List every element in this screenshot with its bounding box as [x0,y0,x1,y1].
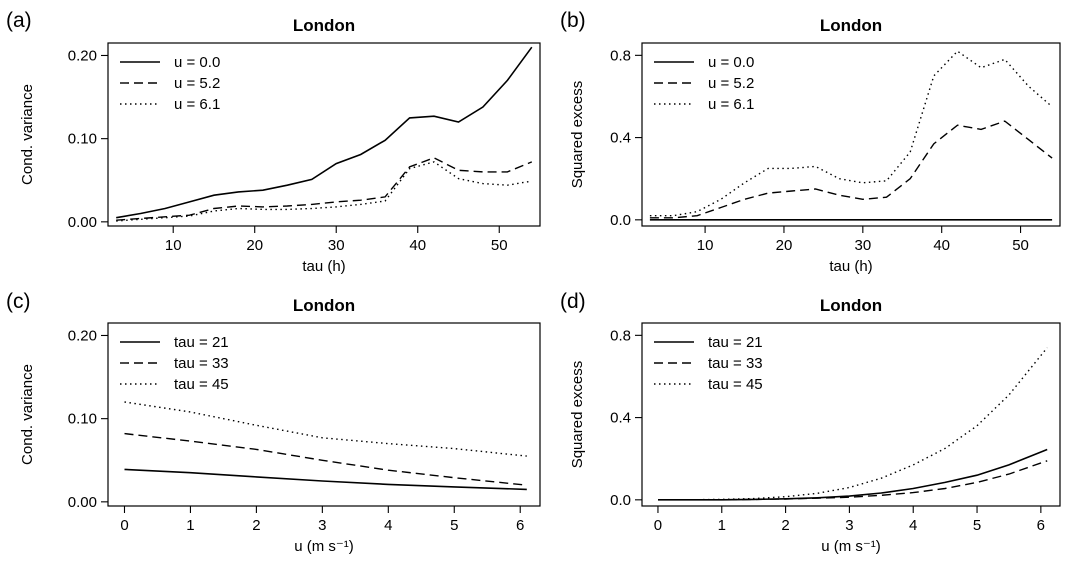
x-axis-label: u (m s⁻¹) [294,538,354,555]
series-line-2 [649,120,1053,219]
panel-title: London [820,296,882,315]
x-tick-label: 40 [933,237,950,254]
legend-label: u = 5.2 [708,75,754,92]
legend-label: tau = 33 [174,355,229,372]
x-tick-label: 0 [120,517,128,534]
x-tick-label: 50 [1012,237,1029,254]
x-tick-label: 1 [186,517,194,534]
legend-label: tau = 21 [174,334,229,351]
x-tick-label: 30 [854,237,871,254]
y-tick-label: 0.10 [68,411,97,428]
plot-frame [107,322,541,507]
panel-1: (a) London 10 20 30 40 50 0.00 0.10 0.20 tau (h) Co… [6,9,541,275]
y-tick-label: 0.0 [610,212,631,229]
plot-frame [641,42,1061,227]
x-tick-label: 30 [328,237,345,254]
panel-title: London [820,16,882,35]
plot-frame [107,42,541,227]
legend-label: tau = 33 [708,355,763,372]
x-axis-label: tau (h) [302,258,345,275]
plot-frame [641,322,1061,507]
x-tick-label: 2 [252,517,260,534]
x-tick-label: 3 [318,517,326,534]
x-tick-label: 3 [845,517,853,534]
y-tick-label: 0.4 [610,130,631,147]
y-axis-label: Cond. variance [19,364,36,465]
legend-label: tau = 21 [708,334,763,351]
y-tick-label: 0.10 [68,131,97,148]
panel-label: (d) [560,290,586,313]
y-axis-label: Squared excess [569,361,586,469]
panel-label: (b) [560,9,586,32]
y-axis-label: Cond. variance [19,84,36,185]
y-tick-label: 0.4 [610,410,631,427]
legend-label: u = 0.0 [708,54,754,71]
legend-label: u = 5.2 [174,75,220,92]
series-line-1 [658,448,1048,501]
series-line-2 [658,460,1048,501]
series-line-2 [124,432,527,486]
series-line-3 [124,401,527,457]
x-tick-label: 4 [384,517,392,534]
x-tick-label: 6 [1037,517,1045,534]
x-tick-label: 40 [409,237,426,254]
y-tick-label: 0.20 [68,47,97,64]
x-tick-label: 1 [718,517,726,534]
y-tick-label: 0.8 [610,327,631,344]
x-tick-label: 5 [973,517,981,534]
y-tick-label: 0.8 [610,47,631,64]
y-axis-label: Squared excess [569,81,586,189]
series-line-2 [116,157,533,221]
panel-label: (c) [6,290,31,313]
x-tick-label: 0 [654,517,662,534]
panel-label: (a) [6,9,32,32]
x-axis-label: tau (h) [829,258,872,275]
x-tick-label: 4 [909,517,917,534]
legend-label: tau = 45 [174,376,229,393]
y-tick-label: 0.00 [68,214,97,231]
series-line-1 [116,46,533,219]
x-tick-label: 10 [697,237,714,254]
panel-title: London [293,296,355,315]
panel-4: (d) London 0 1 2 3 4 5 6 0.0 0.4 0.8 u (m s⁻¹) Square… [560,290,1061,555]
legend-label: tau = 45 [708,376,763,393]
legend-label: u = 6.1 [174,96,220,113]
x-tick-label: 2 [781,517,789,534]
panel-title: London [293,16,355,35]
y-tick-label: 0.0 [610,492,631,509]
x-tick-label: 20 [776,237,793,254]
panel-3: (c) London 0 1 2 3 4 5 6 0.00 0.10 0.20 u (m s⁻¹) Con… [6,290,541,555]
x-tick-label: 5 [450,517,458,534]
x-tick-label: 20 [246,237,263,254]
legend-label: u = 0.0 [174,54,220,71]
panel-2: (b) London 10 20 30 40 50 0.0 0.4 0.8 tau (h) Squar… [560,9,1061,275]
x-tick-label: 6 [516,517,524,534]
legend-label: u = 6.1 [708,96,754,113]
x-tick-label: 10 [165,237,182,254]
series-line-1 [124,468,527,491]
y-tick-label: 0.20 [68,327,97,344]
x-axis-label: u (m s⁻¹) [821,538,881,555]
x-tick-label: 50 [491,237,508,254]
y-tick-label: 0.00 [68,494,97,511]
